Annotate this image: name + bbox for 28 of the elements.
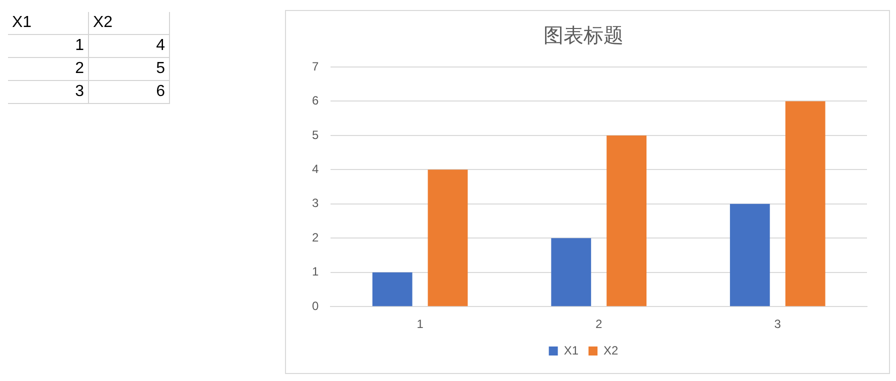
bar — [606, 135, 646, 306]
bar — [785, 101, 826, 306]
text: 3 — [8, 80, 88, 104]
text: X2 — [88, 12, 170, 34]
text: 5 — [88, 58, 170, 80]
x-tick-label: 3 — [774, 317, 782, 332]
bar — [428, 170, 468, 306]
x-tick-label: 2 — [595, 317, 602, 332]
y-tick-label: 3 — [312, 196, 319, 210]
y-tick-label: 0 — [312, 298, 319, 313]
x-tick-label: 1 — [416, 317, 424, 332]
text: X1 — [8, 12, 88, 34]
bar — [372, 272, 412, 306]
bar — [730, 204, 770, 306]
text: 4 — [88, 34, 170, 58]
legend-label: X2 — [604, 343, 619, 358]
text: 1 — [8, 34, 88, 58]
y-tick-label: 6 — [312, 94, 319, 108]
bar — [551, 238, 592, 306]
y-tick-label: 4 — [312, 162, 319, 176]
text: 2 — [8, 58, 88, 80]
text: 6 — [88, 80, 170, 104]
y-tick-label: 2 — [312, 230, 319, 244]
chart-title: 图表标题 — [544, 23, 624, 48]
y-tick-label: 5 — [312, 128, 319, 142]
y-tick-label: 1 — [312, 264, 319, 279]
legend-label: X1 — [564, 343, 579, 358]
y-tick-label: 7 — [312, 59, 319, 74]
